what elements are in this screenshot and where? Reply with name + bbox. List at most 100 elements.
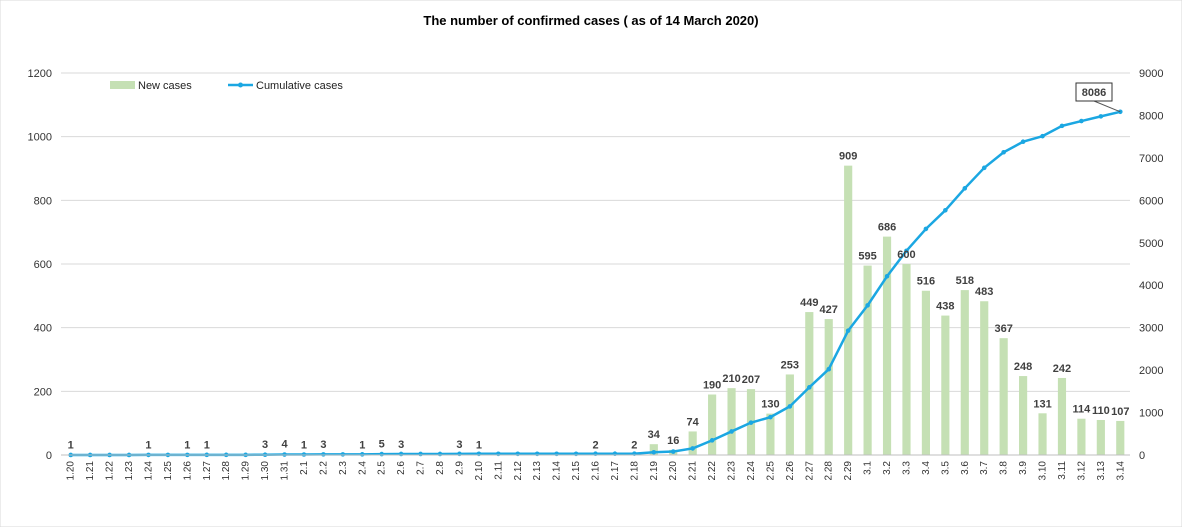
bar-new-cases xyxy=(727,388,736,455)
x-tick-label: 3.4 xyxy=(921,461,932,475)
point-cumulative-cases xyxy=(1040,133,1045,139)
x-tick-label: 1.29 xyxy=(241,461,252,481)
x-tick-label: 2.3 xyxy=(338,461,349,475)
data-label-new-cases: 516 xyxy=(917,276,935,288)
data-label-new-cases: 3 xyxy=(398,439,404,451)
x-tick-label: 2.18 xyxy=(629,461,640,481)
x-tick-label: 2.27 xyxy=(804,461,815,481)
data-label-new-cases: 1 xyxy=(359,440,365,452)
x-tick-label: 2.20 xyxy=(668,461,679,481)
y-left-tick-label: 1200 xyxy=(28,68,52,80)
x-tick-label: 3.13 xyxy=(1096,461,1107,481)
data-label-new-cases: 483 xyxy=(975,286,993,298)
point-cumulative-cases xyxy=(865,303,870,308)
bar-new-cases xyxy=(785,374,794,455)
data-label-new-cases: 242 xyxy=(1053,363,1071,375)
point-cumulative-cases xyxy=(359,452,365,457)
data-label-new-cases: 190 xyxy=(703,380,721,392)
x-tick-label: 2.7 xyxy=(416,461,427,475)
x-tick-label: 2.11 xyxy=(493,461,504,480)
x-tick-label: 2.9 xyxy=(454,461,465,475)
bar-new-cases xyxy=(1077,418,1086,455)
gridlines xyxy=(61,72,1130,392)
point-cumulative-cases xyxy=(729,429,734,434)
y-right-tick-label: 0 xyxy=(1139,450,1145,462)
data-label-new-cases: 427 xyxy=(820,304,838,316)
x-tick-label: 2.28 xyxy=(824,461,835,481)
bar-new-cases xyxy=(941,315,950,455)
x-tick-label: 2.17 xyxy=(610,461,621,481)
y-right-tick-label: 9000 xyxy=(1139,68,1163,80)
x-tick-label: 2.6 xyxy=(396,461,407,475)
data-label-new-cases: 110 xyxy=(1092,405,1110,417)
data-label-new-cases: 1 xyxy=(204,440,210,452)
point-cumulative-cases xyxy=(418,451,423,457)
data-label-new-cases: 34 xyxy=(648,429,661,441)
x-tick-label: 2.25 xyxy=(765,461,776,481)
bar-new-cases xyxy=(1019,376,1028,455)
y-left-tick-label: 600 xyxy=(34,259,52,271)
point-cumulative-cases xyxy=(1001,149,1006,155)
point-cumulative-cases xyxy=(690,446,695,451)
y-left-tick-label: 800 xyxy=(34,195,52,207)
bar-new-cases xyxy=(882,236,892,455)
y-left-tick-label: 400 xyxy=(34,323,52,335)
point-cumulative-cases xyxy=(321,452,326,457)
x-tick-label: 1.20 xyxy=(66,461,77,481)
bar-new-cases xyxy=(960,290,969,455)
x-tick-label: 3.6 xyxy=(960,461,971,475)
y-right-tick-label: 2000 xyxy=(1139,365,1163,377)
point-cumulative-cases xyxy=(826,366,832,372)
legend-label-new-cases: New cases xyxy=(138,80,192,92)
bar-new-cases xyxy=(1096,419,1105,455)
data-label-new-cases: 367 xyxy=(994,323,1012,335)
bar-new-cases xyxy=(902,264,911,455)
axes: 0 200 400 600 800 1000 1200 0 1000 2000 3000 4000 50… xyxy=(28,68,1164,480)
bar-new-cases xyxy=(1038,413,1047,455)
x-tick-label: 1.25 xyxy=(163,461,174,481)
data-label-new-cases: 5 xyxy=(379,438,385,450)
data-label-new-cases: 909 xyxy=(839,151,857,163)
point-cumulative-cases xyxy=(1079,118,1084,124)
y-right-tick-label: 1000 xyxy=(1139,408,1163,420)
point-cumulative-cases xyxy=(748,420,754,425)
bar-new-cases xyxy=(980,301,989,455)
data-label-new-cases: 2 xyxy=(631,439,637,451)
data-label-new-cases: 1 xyxy=(476,440,482,452)
data-label-new-cases: 114 xyxy=(1073,404,1092,416)
x-tick-label: 2.15 xyxy=(571,461,582,481)
data-label-new-cases: 595 xyxy=(858,251,876,263)
x-tick-label: 2.19 xyxy=(649,461,660,481)
x-tick-label: 2.1 xyxy=(299,461,310,475)
point-cumulative-cases xyxy=(651,449,657,455)
bar-new-cases xyxy=(863,265,872,455)
callout-total: 8086 xyxy=(1075,82,1121,113)
point-cumulative-cases xyxy=(1020,139,1026,145)
bar-new-cases xyxy=(688,431,697,455)
x-tick-label: 2.24 xyxy=(746,461,757,481)
data-label-new-cases: 107 xyxy=(1111,406,1129,418)
x-tick-label: 2.29 xyxy=(843,461,854,481)
x-tick-label: 1.21 xyxy=(85,461,96,481)
data-label-new-cases: 438 xyxy=(936,301,954,313)
y-left-tick-label: 200 xyxy=(34,386,52,398)
callout-leader xyxy=(1093,100,1121,113)
x-tick-label: 1.22 xyxy=(105,461,116,481)
x-tick-label: 3.8 xyxy=(999,461,1010,475)
callout-box xyxy=(1075,82,1113,102)
point-cumulative-cases xyxy=(709,438,715,443)
point-cumulative-cases xyxy=(768,414,773,420)
point-cumulative-cases xyxy=(1059,123,1065,129)
bar-new-cases xyxy=(844,165,853,455)
point-cumulative-cases xyxy=(884,273,890,279)
point-cumulative-cases xyxy=(1098,114,1104,119)
x-tick-label: 2.12 xyxy=(513,461,524,481)
data-label-new-cases: 3 xyxy=(320,439,326,451)
bar-new-cases xyxy=(1057,377,1067,455)
y-left-tick-label: 0 xyxy=(46,450,52,462)
point-cumulative-cases xyxy=(670,449,676,454)
x-tick-label: 2.10 xyxy=(474,461,485,481)
x-tick-label: 3.2 xyxy=(882,461,893,475)
